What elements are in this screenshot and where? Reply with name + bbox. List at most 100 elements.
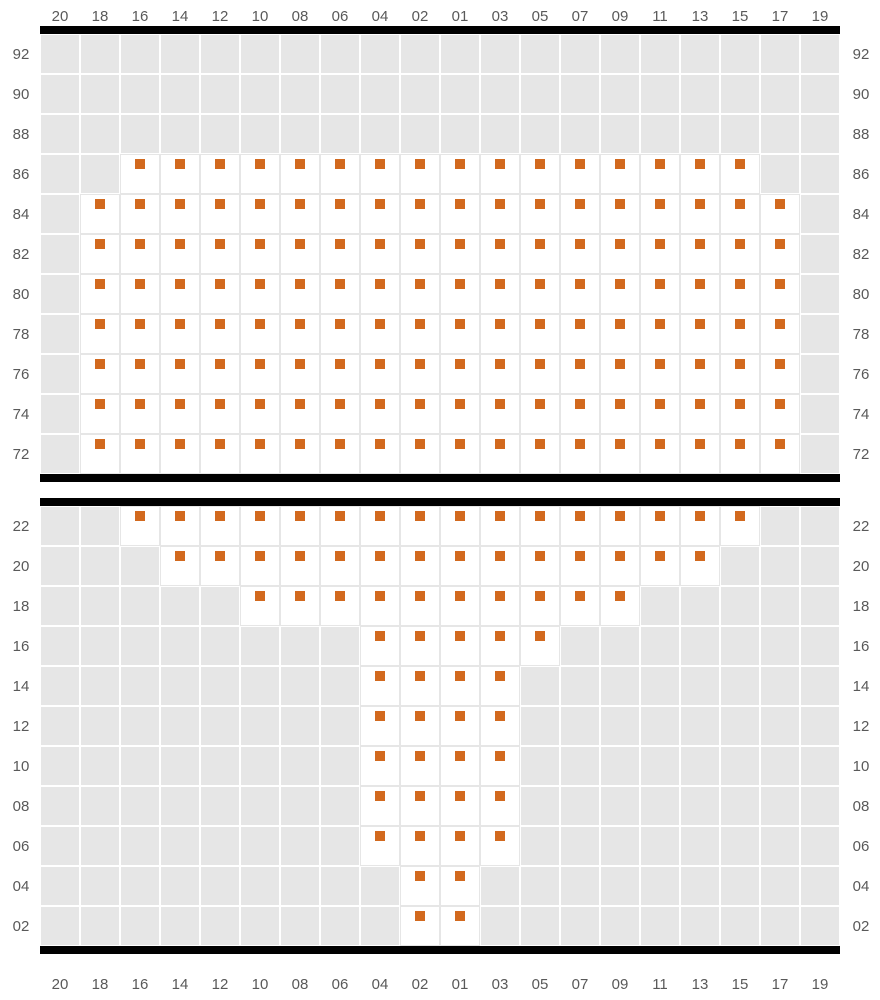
seat-cell[interactable] bbox=[280, 194, 320, 234]
seat-cell[interactable] bbox=[520, 586, 560, 626]
seat-cell[interactable] bbox=[160, 546, 200, 586]
seat-cell[interactable] bbox=[200, 354, 240, 394]
seat-cell[interactable] bbox=[480, 786, 520, 826]
seat-cell[interactable] bbox=[360, 746, 400, 786]
seat-cell[interactable] bbox=[440, 354, 480, 394]
seat-cell[interactable] bbox=[760, 274, 800, 314]
seat-cell[interactable] bbox=[480, 434, 520, 474]
seat-cell[interactable] bbox=[200, 506, 240, 546]
seat-cell[interactable] bbox=[760, 314, 800, 354]
seat-cell[interactable] bbox=[640, 234, 680, 274]
seat-cell[interactable] bbox=[280, 506, 320, 546]
seat-cell[interactable] bbox=[360, 394, 400, 434]
seat-cell[interactable] bbox=[680, 354, 720, 394]
seat-cell[interactable] bbox=[120, 434, 160, 474]
seat-cell[interactable] bbox=[440, 626, 480, 666]
seat-cell[interactable] bbox=[120, 394, 160, 434]
seat-cell[interactable] bbox=[280, 234, 320, 274]
seat-cell[interactable] bbox=[480, 706, 520, 746]
seat-cell[interactable] bbox=[240, 274, 280, 314]
seat-cell[interactable] bbox=[480, 586, 520, 626]
seat-cell[interactable] bbox=[720, 154, 760, 194]
seat-cell[interactable] bbox=[680, 274, 720, 314]
seat-cell[interactable] bbox=[680, 546, 720, 586]
seat-cell[interactable] bbox=[400, 274, 440, 314]
seat-cell[interactable] bbox=[160, 434, 200, 474]
seat-cell[interactable] bbox=[400, 506, 440, 546]
seat-cell[interactable] bbox=[120, 274, 160, 314]
seat-cell[interactable] bbox=[160, 314, 200, 354]
seat-cell[interactable] bbox=[280, 314, 320, 354]
seat-cell[interactable] bbox=[240, 546, 280, 586]
seat-cell[interactable] bbox=[640, 354, 680, 394]
seat-cell[interactable] bbox=[120, 314, 160, 354]
seat-cell[interactable] bbox=[80, 434, 120, 474]
seat-cell[interactable] bbox=[760, 434, 800, 474]
seat-cell[interactable] bbox=[400, 314, 440, 354]
seat-cell[interactable] bbox=[440, 194, 480, 234]
seat-cell[interactable] bbox=[440, 506, 480, 546]
seat-cell[interactable] bbox=[200, 154, 240, 194]
seat-cell[interactable] bbox=[560, 314, 600, 354]
seat-cell[interactable] bbox=[440, 546, 480, 586]
seat-cell[interactable] bbox=[760, 394, 800, 434]
seat-cell[interactable] bbox=[400, 354, 440, 394]
seat-cell[interactable] bbox=[240, 394, 280, 434]
seat-cell[interactable] bbox=[720, 394, 760, 434]
seat-cell[interactable] bbox=[440, 234, 480, 274]
seat-cell[interactable] bbox=[80, 194, 120, 234]
seat-cell[interactable] bbox=[760, 194, 800, 234]
seat-cell[interactable] bbox=[400, 706, 440, 746]
seat-cell[interactable] bbox=[600, 234, 640, 274]
seat-cell[interactable] bbox=[480, 314, 520, 354]
seat-cell[interactable] bbox=[560, 194, 600, 234]
seat-cell[interactable] bbox=[600, 354, 640, 394]
seat-cell[interactable] bbox=[320, 274, 360, 314]
seat-cell[interactable] bbox=[440, 786, 480, 826]
seat-cell[interactable] bbox=[360, 154, 400, 194]
seat-cell[interactable] bbox=[280, 154, 320, 194]
seat-cell[interactable] bbox=[360, 434, 400, 474]
seat-cell[interactable] bbox=[160, 194, 200, 234]
seat-cell[interactable] bbox=[560, 586, 600, 626]
seat-cell[interactable] bbox=[400, 394, 440, 434]
seat-cell[interactable] bbox=[600, 194, 640, 234]
seat-cell[interactable] bbox=[400, 434, 440, 474]
seat-cell[interactable] bbox=[600, 154, 640, 194]
seat-cell[interactable] bbox=[360, 354, 400, 394]
seat-cell[interactable] bbox=[640, 506, 680, 546]
seat-cell[interactable] bbox=[640, 194, 680, 234]
seat-cell[interactable] bbox=[80, 274, 120, 314]
seat-cell[interactable] bbox=[360, 506, 400, 546]
seat-cell[interactable] bbox=[360, 314, 400, 354]
seat-cell[interactable] bbox=[320, 434, 360, 474]
seat-cell[interactable] bbox=[680, 506, 720, 546]
seat-cell[interactable] bbox=[480, 546, 520, 586]
seat-cell[interactable] bbox=[600, 274, 640, 314]
seat-cell[interactable] bbox=[600, 434, 640, 474]
seat-cell[interactable] bbox=[120, 506, 160, 546]
seat-cell[interactable] bbox=[160, 506, 200, 546]
seat-cell[interactable] bbox=[680, 394, 720, 434]
seat-cell[interactable] bbox=[560, 434, 600, 474]
seat-cell[interactable] bbox=[440, 866, 480, 906]
seat-cell[interactable] bbox=[200, 546, 240, 586]
seat-cell[interactable] bbox=[320, 154, 360, 194]
seat-cell[interactable] bbox=[480, 194, 520, 234]
seat-cell[interactable] bbox=[160, 274, 200, 314]
seat-cell[interactable] bbox=[280, 434, 320, 474]
seat-cell[interactable] bbox=[360, 626, 400, 666]
seat-cell[interactable] bbox=[480, 234, 520, 274]
seat-cell[interactable] bbox=[240, 586, 280, 626]
seat-cell[interactable] bbox=[480, 746, 520, 786]
seat-cell[interactable] bbox=[560, 546, 600, 586]
seat-cell[interactable] bbox=[200, 394, 240, 434]
seat-cell[interactable] bbox=[480, 154, 520, 194]
seat-cell[interactable] bbox=[480, 626, 520, 666]
seat-cell[interactable] bbox=[760, 234, 800, 274]
seat-cell[interactable] bbox=[80, 314, 120, 354]
seat-cell[interactable] bbox=[600, 546, 640, 586]
seat-cell[interactable] bbox=[720, 234, 760, 274]
seat-cell[interactable] bbox=[320, 506, 360, 546]
seat-cell[interactable] bbox=[440, 434, 480, 474]
